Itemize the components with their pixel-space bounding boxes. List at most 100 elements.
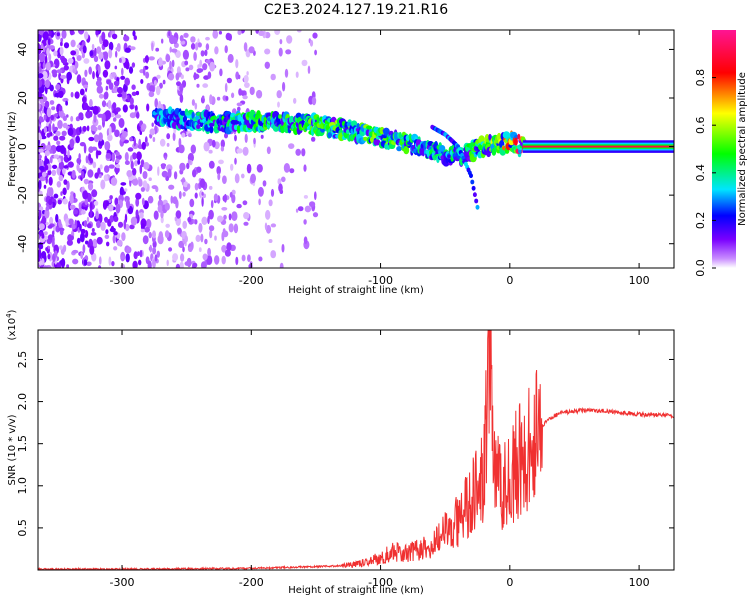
snr-y-tick-label: 1.0 (16, 477, 29, 495)
spectrogram-speckle (93, 55, 99, 63)
spectrogram-speckle (197, 42, 202, 48)
spectrogram-speckle (112, 102, 117, 110)
snr-y-tick-label: 0.5 (16, 519, 29, 537)
spectrogram-speckle (131, 84, 136, 90)
spectrogram-speckle (166, 133, 171, 140)
spectrogram-speckle (276, 90, 282, 99)
spectrogram-speckle (124, 188, 128, 192)
spectrogram-speckle (144, 136, 148, 144)
spectrogram-speckle (60, 155, 64, 162)
spectrogram-speckle (108, 41, 114, 51)
spectrogram-speckle (159, 138, 166, 147)
spectrogram-speckle (114, 129, 120, 138)
spectrogram-speckle (289, 168, 295, 174)
spectrogram-speckle (135, 209, 139, 218)
spectrogram-x-tick-label: -300 (110, 274, 135, 287)
spectrogram-speckle (72, 258, 79, 265)
spectrogram-speckle (69, 138, 75, 149)
spectrogram-speckle (135, 197, 140, 207)
spectrogram-speckle (47, 225, 53, 229)
spectrogram-speckle (183, 32, 189, 38)
spectrogram-speckle (205, 59, 211, 64)
spectrogram-speckle (44, 150, 50, 157)
spectrogram-speckle (243, 75, 249, 83)
spectrogram-speckle (145, 218, 152, 229)
colorbar-label: Normalized spectral amplitude (737, 72, 748, 226)
spectrogram-speckle (175, 72, 180, 81)
spectrogram-speckle (80, 252, 84, 259)
spectrogram-speckle (161, 38, 164, 44)
spectrogram-speckle (38, 30, 45, 36)
spectrogram-speckle (268, 239, 273, 243)
spectrogram-speckle (230, 163, 234, 171)
spectrogram-speckle (72, 68, 77, 74)
spectrogram-speckle (49, 100, 55, 105)
spectrogram-speckle (91, 43, 95, 50)
spectrogram-speckle (214, 46, 219, 55)
spectrogram-speckle (212, 30, 219, 39)
spectrogram-speckle (164, 230, 170, 239)
spectrogram-speckle (303, 219, 307, 225)
spectrogram-speckle (168, 247, 173, 252)
spectrogram-speckle (56, 181, 62, 188)
spectrogram-speckle (76, 237, 81, 244)
spectrogram-speckle (179, 35, 184, 42)
spectrogram-speckle (104, 165, 110, 173)
spectrogram-speckle (213, 193, 218, 202)
spectrogram-speckle (45, 61, 51, 71)
spectrogram-speckle (217, 215, 224, 223)
spectrogram-speckle (118, 118, 125, 128)
spectrogram-speckle (234, 157, 237, 165)
spectrogram-speckle (70, 115, 74, 122)
spectrogram-speckle (156, 74, 161, 79)
spectrogram-speckle (133, 137, 136, 147)
spectrogram-speckle (93, 134, 100, 143)
spectrogram-speckle (191, 99, 195, 106)
spectrogram-speckle (145, 71, 150, 79)
spectrogram-speckle (283, 163, 290, 173)
spectrogram-speckle (278, 183, 283, 193)
signal-track-blob (289, 115, 295, 125)
spectrogram-speckle (281, 243, 285, 253)
spectrogram-speckle (224, 133, 228, 139)
colorbar: 0.0 0.2 0.4 0.6 0.8 Normalized spectral ampl… (694, 30, 748, 277)
spectrogram-speckle (83, 58, 90, 64)
spectrogram-speckle (219, 68, 223, 77)
spectrogram-speckle (149, 244, 152, 253)
spectrogram-speckle (58, 245, 63, 250)
spectrogram-speckle (182, 49, 189, 60)
spectrogram-speckle (236, 148, 243, 154)
spectrogram-speckle (192, 169, 197, 178)
spectrogram-speckle (43, 184, 47, 189)
spectrogram-speckle (109, 195, 113, 200)
spectrogram-speckle (104, 216, 108, 223)
spectrogram-speckle (132, 30, 136, 37)
spectrogram-speckle (175, 210, 182, 219)
spectrogram-speckle (309, 201, 316, 208)
spectrogram-speckle (189, 198, 195, 208)
spectrogram-speckle (76, 44, 81, 49)
spectrogram-speckle (53, 58, 60, 69)
spectrogram-speckle (48, 123, 52, 134)
spectrogram-speckle (285, 49, 292, 55)
spectrogram-speckle (148, 56, 155, 61)
spectrogram-speckle (97, 113, 104, 118)
spectrogram-speckle (47, 234, 54, 241)
spectrogram-speckle (265, 209, 271, 220)
spectrogram-speckle (80, 210, 86, 215)
spectrogram-speckle (115, 114, 122, 119)
spectrogram-speckle (124, 77, 130, 86)
spectrogram-speckle (105, 85, 109, 91)
spectrogram-speckle (131, 62, 136, 68)
spectrogram-speckle (223, 193, 227, 203)
snr-x-tick-label: -100 (368, 576, 393, 589)
spectrogram-speckle (121, 67, 124, 76)
spectrogram-speckle (91, 189, 98, 198)
spectrogram-speckle (112, 87, 119, 93)
spectrogram-speckle (39, 190, 43, 196)
spectrogram-speckle (86, 261, 92, 267)
spectrogram-speckle (69, 30, 74, 36)
spectrogram-speckle (139, 249, 143, 258)
spectrogram-speckle (160, 210, 164, 219)
spectrogram-speckle (187, 216, 192, 223)
